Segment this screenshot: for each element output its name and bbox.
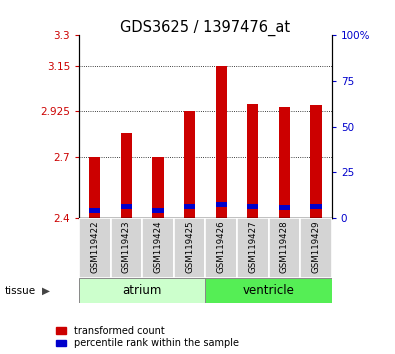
Bar xyxy=(237,218,269,278)
Bar xyxy=(121,204,132,209)
Text: GSM119423: GSM119423 xyxy=(122,220,131,273)
Text: ▶: ▶ xyxy=(41,286,49,296)
Bar xyxy=(279,107,290,218)
Bar xyxy=(152,209,164,213)
Text: GSM119425: GSM119425 xyxy=(185,220,194,273)
Text: GSM119429: GSM119429 xyxy=(312,220,320,273)
Bar xyxy=(247,204,258,209)
Bar xyxy=(300,218,332,278)
Text: GDS3625 / 1397476_at: GDS3625 / 1397476_at xyxy=(120,19,290,36)
Bar xyxy=(216,202,227,207)
Bar xyxy=(247,104,258,218)
Text: GSM119426: GSM119426 xyxy=(217,220,226,273)
Text: GSM119422: GSM119422 xyxy=(90,220,99,273)
Text: GSM119427: GSM119427 xyxy=(248,220,257,273)
Bar xyxy=(121,133,132,218)
Bar xyxy=(152,157,164,218)
Bar xyxy=(184,204,195,209)
Text: GSM119424: GSM119424 xyxy=(154,220,162,273)
Bar xyxy=(111,218,142,278)
Bar xyxy=(310,105,322,218)
Bar xyxy=(205,218,237,278)
Legend: transformed count, percentile rank within the sample: transformed count, percentile rank withi… xyxy=(56,326,239,348)
Text: GSM119428: GSM119428 xyxy=(280,220,289,273)
Bar xyxy=(310,204,322,209)
Bar xyxy=(89,209,100,213)
Bar xyxy=(216,66,227,218)
Bar xyxy=(174,218,205,278)
Bar xyxy=(269,218,300,278)
Bar xyxy=(205,278,332,303)
Text: atrium: atrium xyxy=(122,284,162,297)
Text: tissue: tissue xyxy=(5,286,36,296)
Text: ventricle: ventricle xyxy=(243,284,295,297)
Bar xyxy=(79,218,111,278)
Bar xyxy=(184,112,195,218)
Bar xyxy=(89,157,100,218)
Bar xyxy=(279,205,290,210)
Bar xyxy=(79,278,205,303)
Bar xyxy=(142,218,174,278)
